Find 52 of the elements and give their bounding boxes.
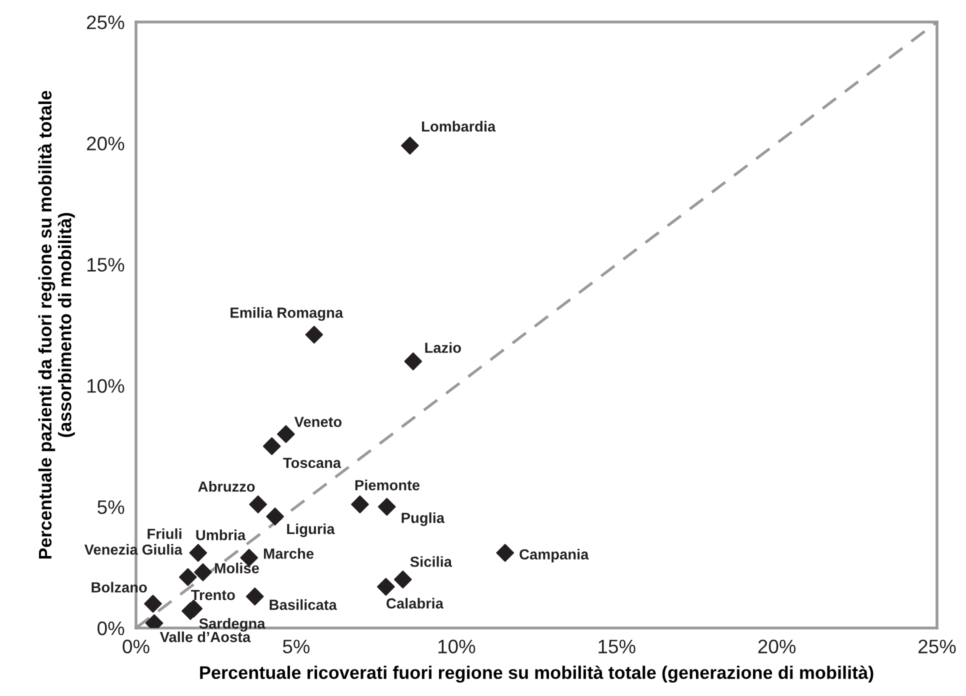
point (394, 570, 412, 588)
point (144, 594, 162, 613)
annotation: Piemonte (355, 480, 420, 490)
point (277, 425, 295, 443)
point (266, 508, 284, 526)
y-axis-title: Percentuale pazienti da fuori regione su mobilità totale (assorbimento di mobilità) (38, 90, 75, 559)
annotation: Veneto (294, 416, 342, 428)
annotation: Campania (520, 548, 589, 562)
point (401, 136, 419, 155)
annotation: Basilicata (270, 599, 337, 610)
y-tick-label: 25% (86, 15, 124, 30)
point (351, 495, 369, 514)
y-tick-label: 20% (86, 136, 124, 150)
point (262, 437, 281, 456)
point (178, 568, 197, 586)
point (246, 588, 264, 606)
x-tick-label: 20% (758, 640, 796, 654)
y-tick-label: 10% (87, 379, 124, 393)
y-tick-label: 0% (98, 621, 124, 636)
point (305, 326, 324, 344)
point (189, 544, 208, 562)
annotation: Bolzano (92, 582, 147, 593)
x-tick-label: 25% (918, 640, 956, 654)
annotation: Valle d’Aosta (160, 631, 251, 642)
annotation: Emilia Romagna (230, 307, 344, 321)
point (496, 544, 514, 562)
point (378, 498, 396, 516)
annotation: Sicilia (410, 556, 452, 567)
x-axis-title: Percentuale ricoverati fuori regione su mobilità totale (generazione di mobilità) (200, 666, 874, 683)
y-tick-label: 5% (98, 500, 124, 514)
x-tick-label: 5% (282, 640, 310, 654)
annotation: Calabria (386, 598, 444, 609)
x-tick-label: 10% (438, 640, 476, 654)
annotation: Umbria (196, 530, 246, 540)
point (249, 495, 267, 514)
y-tick-label: 15% (87, 258, 124, 272)
annotation: Trento (191, 590, 235, 600)
annotation: Toscana (283, 458, 342, 468)
annotation: Lombardia (422, 120, 496, 132)
point (194, 563, 212, 582)
x-tick-label: 15% (598, 640, 636, 654)
annotation: Marche (264, 548, 314, 559)
x-tick-label: 0% (122, 640, 150, 654)
annotation: Abruzzo (198, 481, 255, 492)
annotation: Friuli Venezia Giulia (84, 528, 182, 555)
annotation: Molise (215, 562, 259, 574)
point (404, 352, 422, 370)
annotation: Lazio (425, 342, 461, 353)
annotation: Sardegna (199, 618, 266, 632)
point (377, 578, 395, 596)
annotation: Puglia (402, 512, 445, 526)
annotation: Liguria (287, 523, 335, 538)
